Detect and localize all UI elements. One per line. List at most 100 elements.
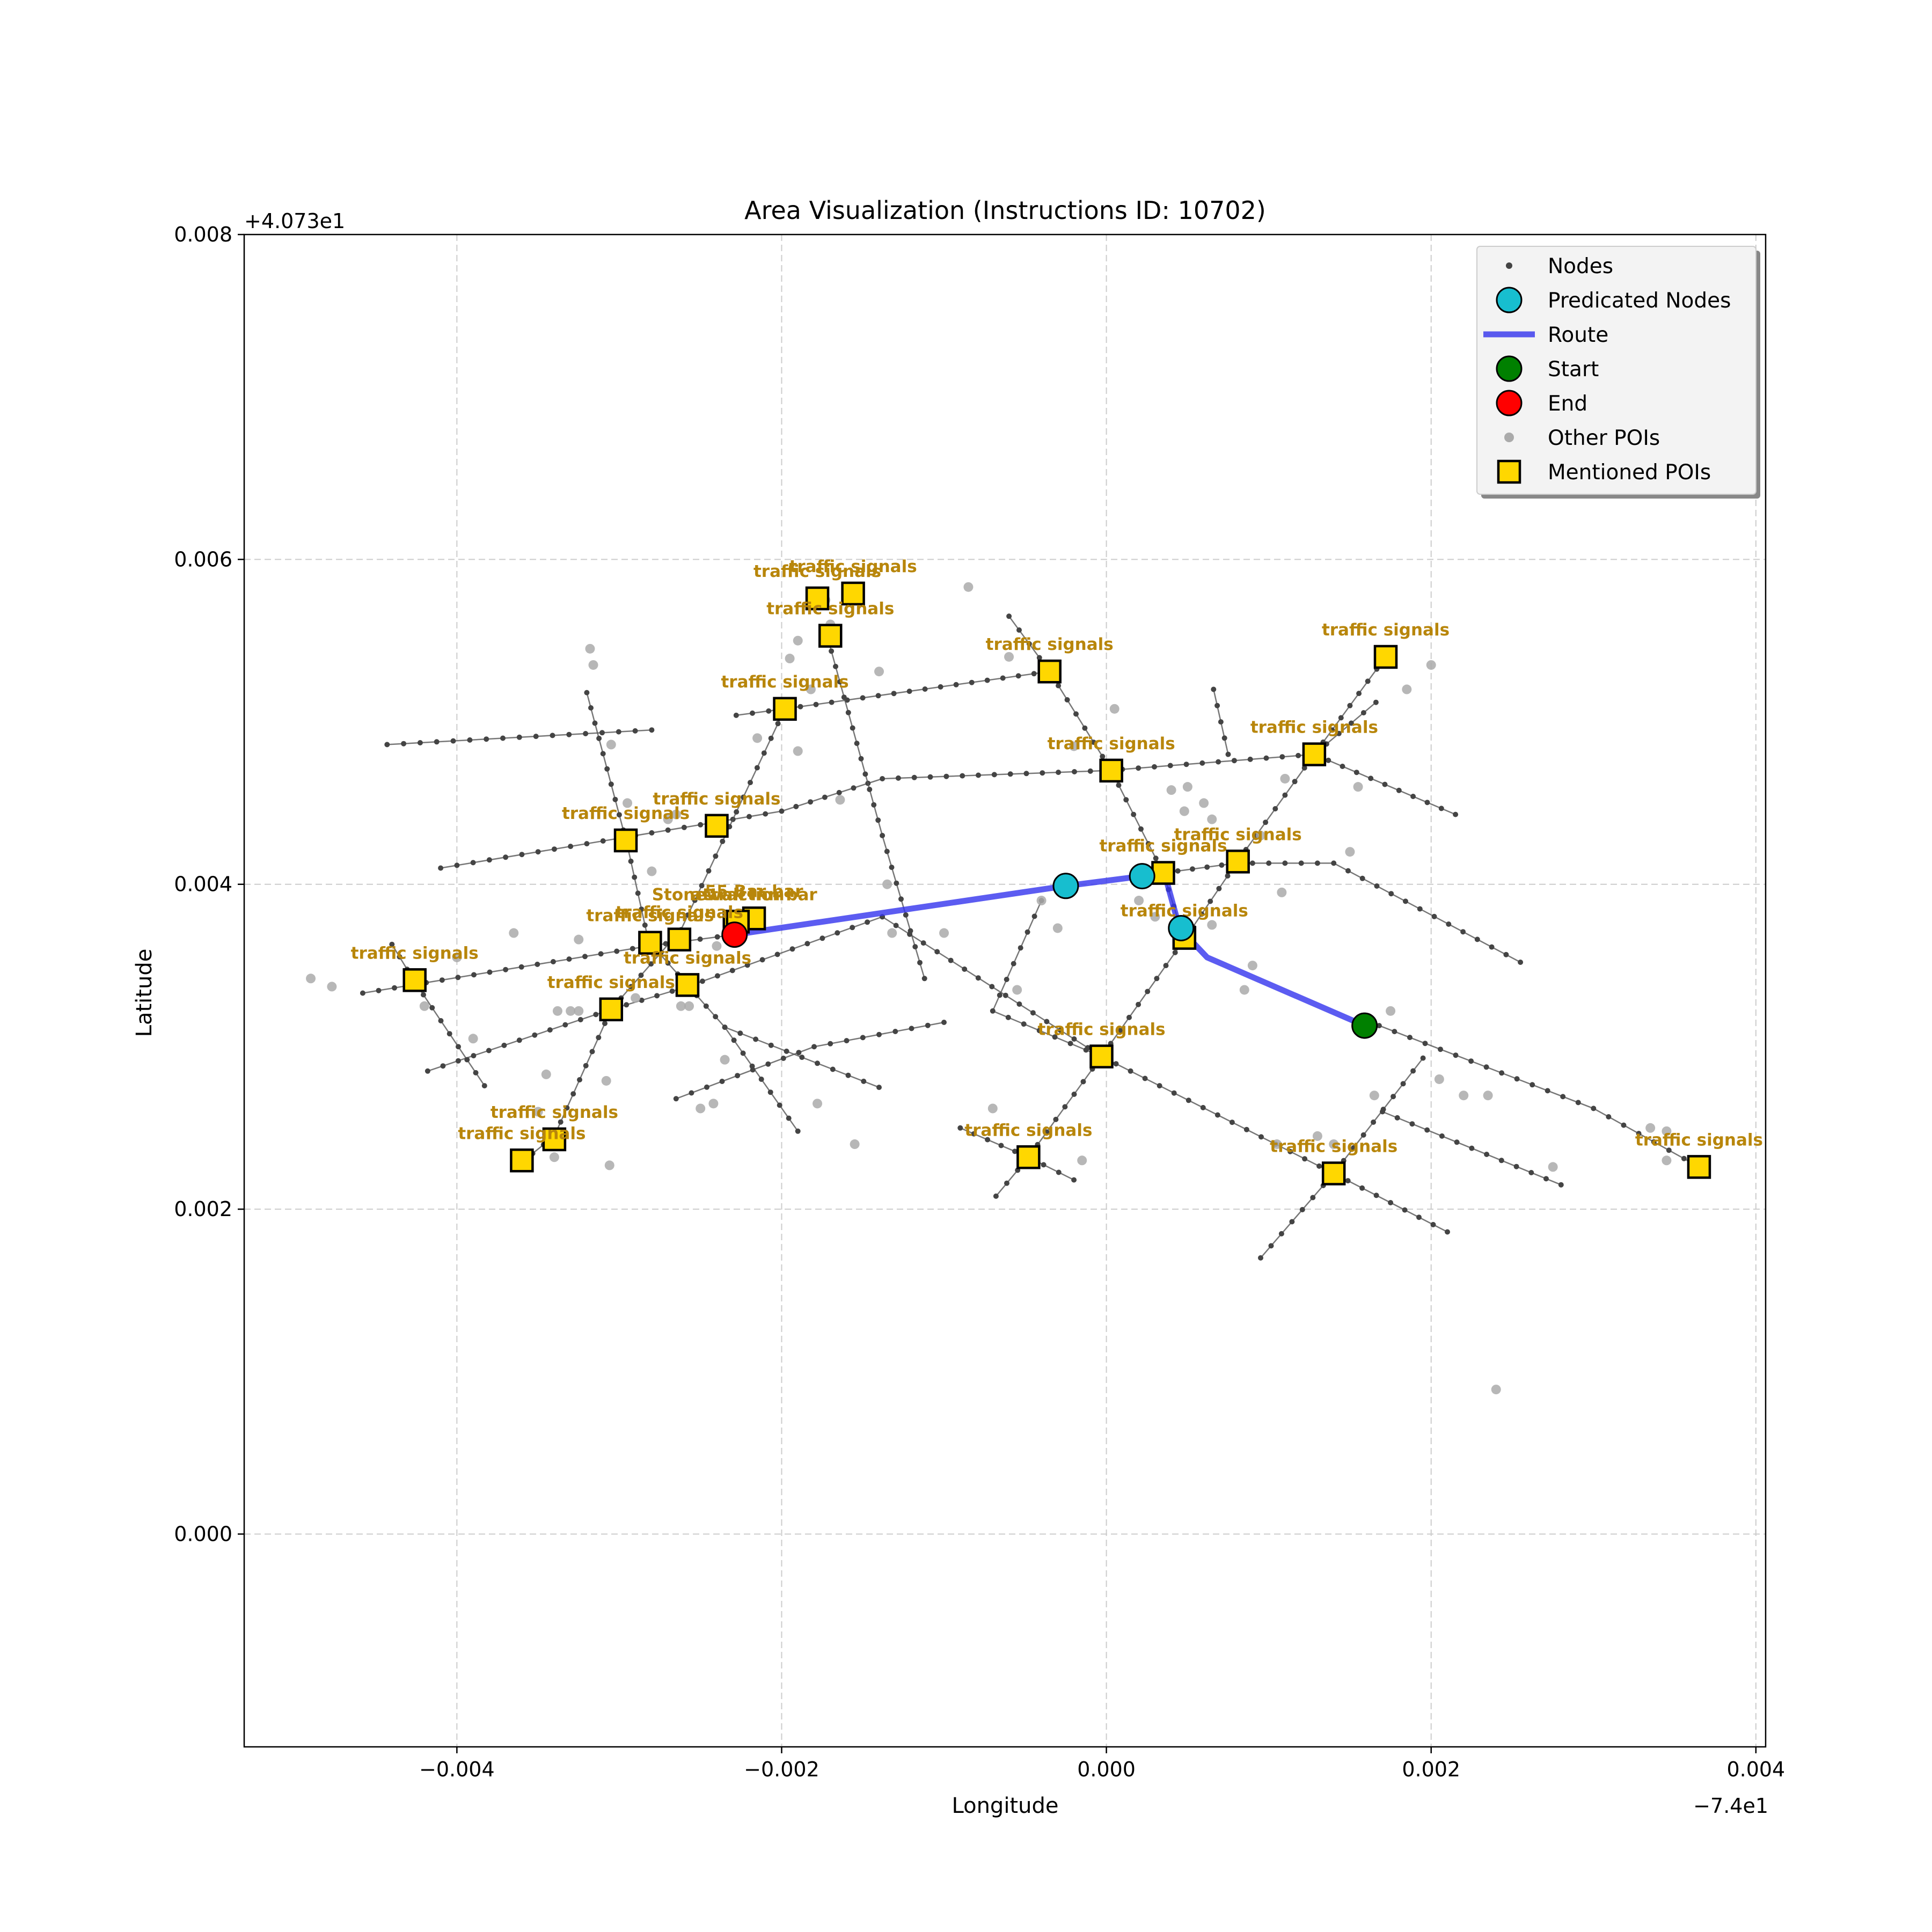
node-point (1153, 855, 1159, 861)
tick-layer: −0.004 −0.002 0.000 0.002 0.004 0.000 0.002 0.0… (174, 223, 1785, 1781)
mentioned-poi-marker (675, 973, 700, 997)
node-point (722, 1024, 728, 1030)
node-point (1424, 800, 1430, 806)
node-point (450, 738, 456, 744)
mentioned-poi-marker (1151, 861, 1175, 885)
other-poi-point (533, 1107, 543, 1117)
node-point (1392, 1029, 1397, 1035)
mentioned-poi-label: traffic signals (1270, 1137, 1397, 1157)
other-poi-point (1012, 985, 1022, 995)
node-point (535, 961, 540, 967)
node-point (1282, 860, 1288, 866)
node-point (551, 846, 557, 852)
legend-node-icon (1506, 262, 1512, 269)
x-axis-label: Longitude (952, 1794, 1059, 1818)
other-poi-point (1386, 1006, 1396, 1016)
node-point (1016, 1001, 1022, 1007)
node-point (1145, 989, 1151, 994)
x-tick-label: 0.000 (1077, 1758, 1136, 1781)
node-point (1091, 740, 1096, 745)
node-point (1621, 1122, 1627, 1128)
x-tick-label: 0.004 (1726, 1758, 1785, 1781)
node-point (1474, 936, 1480, 942)
legend-label: Mentioned POIs (1548, 460, 1711, 485)
mentioned-poi-marker (599, 997, 624, 1022)
y-axis-label: Latitude (132, 949, 157, 1037)
node-point (957, 1125, 963, 1131)
node-point (1175, 868, 1181, 874)
node-point (533, 734, 539, 740)
node-point (735, 1073, 741, 1079)
node-point (837, 679, 843, 685)
node-point (1518, 960, 1524, 965)
other-poi-point (712, 941, 722, 951)
node-point (438, 1018, 444, 1023)
node-point (819, 935, 825, 941)
node-point (829, 699, 835, 705)
node-point (836, 789, 842, 795)
end-marker (721, 921, 748, 948)
node-point (1030, 1010, 1036, 1016)
node-point (1296, 752, 1301, 758)
node-point (1026, 641, 1032, 647)
node-point (948, 957, 954, 963)
node-point (1380, 1109, 1385, 1115)
node-point (583, 731, 589, 736)
node-point (754, 765, 760, 771)
other-poi-point (963, 582, 974, 592)
node-point (1071, 1036, 1077, 1042)
node-point (1229, 1119, 1235, 1125)
node-point (473, 1070, 479, 1075)
node-point (1053, 1116, 1059, 1122)
node-point (1438, 806, 1444, 811)
other-poi-point (1353, 782, 1363, 792)
node-point (697, 936, 703, 942)
node-point (1359, 1185, 1365, 1191)
node-point (893, 923, 899, 928)
node-point (1499, 1070, 1505, 1076)
node-point (584, 690, 590, 696)
node-point (713, 1014, 719, 1020)
other-poi-point (1109, 704, 1119, 714)
node-point (456, 1044, 461, 1050)
y-tick-label: 0.004 (174, 873, 232, 896)
legend-end-icon (1496, 390, 1523, 416)
mentioned-poi-label: traffic signals (1048, 734, 1175, 753)
node-point (592, 720, 598, 726)
node-point (761, 750, 767, 756)
node-point (1258, 1134, 1264, 1140)
node-point (1351, 1145, 1357, 1151)
node-point (750, 1067, 756, 1073)
node-point (1056, 1169, 1062, 1175)
node-point (784, 1048, 789, 1054)
node-point (1204, 864, 1210, 870)
node-point (921, 976, 927, 982)
node-point (850, 925, 855, 931)
legend-label: Start (1548, 357, 1599, 382)
node-point (434, 739, 440, 745)
node-point (895, 775, 901, 781)
node-point (858, 756, 864, 762)
node-point (1314, 860, 1320, 866)
node-point (624, 1002, 630, 1008)
node-point (639, 997, 645, 1003)
node-point (1023, 771, 1029, 777)
node-point (1117, 1028, 1123, 1034)
other-poi-point (541, 1069, 551, 1079)
node-point (582, 954, 588, 960)
mentioned-poi-marker (542, 1127, 567, 1152)
node-point (1263, 819, 1269, 825)
node-point (1292, 779, 1298, 785)
node-point (1031, 671, 1037, 677)
plot-frame (243, 233, 1767, 1748)
other-poi-point (1004, 652, 1014, 662)
node-point (845, 709, 851, 715)
node-point (589, 1049, 595, 1055)
node-point (1345, 1178, 1351, 1184)
node-point (1172, 949, 1178, 955)
node-point (1208, 898, 1213, 904)
node-point (503, 854, 509, 860)
node-point (1359, 875, 1365, 881)
node-point (440, 1063, 446, 1069)
